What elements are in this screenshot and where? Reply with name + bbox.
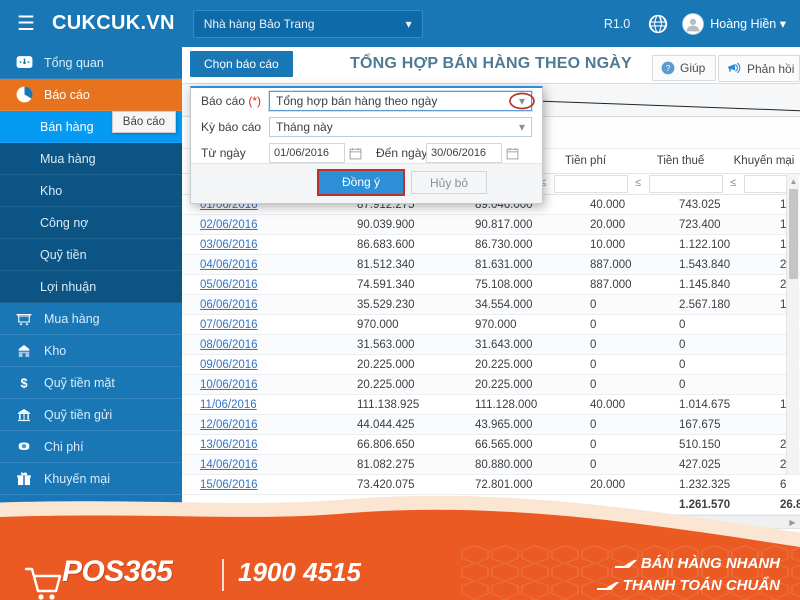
svg-text:?: ? bbox=[666, 64, 671, 73]
svg-text:$: $ bbox=[20, 375, 27, 390]
svg-text:$: $ bbox=[23, 414, 25, 418]
